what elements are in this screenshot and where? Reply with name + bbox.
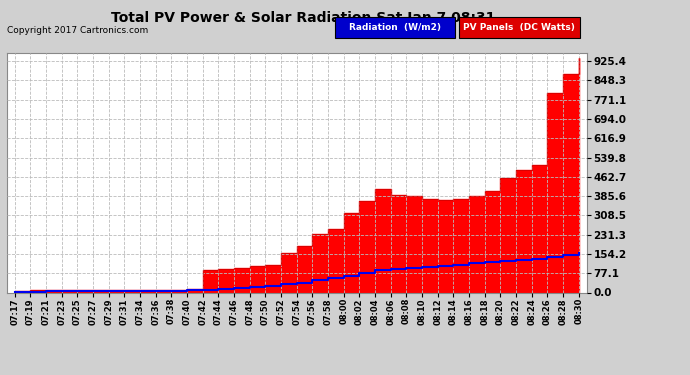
Text: Radiation  (W/m2): Radiation (W/m2) xyxy=(349,23,441,32)
Text: PV Panels  (DC Watts): PV Panels (DC Watts) xyxy=(463,23,575,32)
Text: Total PV Power & Solar Radiation Sat Jan 7 08:31: Total PV Power & Solar Radiation Sat Jan… xyxy=(111,11,496,25)
Text: Copyright 2017 Cartronics.com: Copyright 2017 Cartronics.com xyxy=(7,26,148,35)
